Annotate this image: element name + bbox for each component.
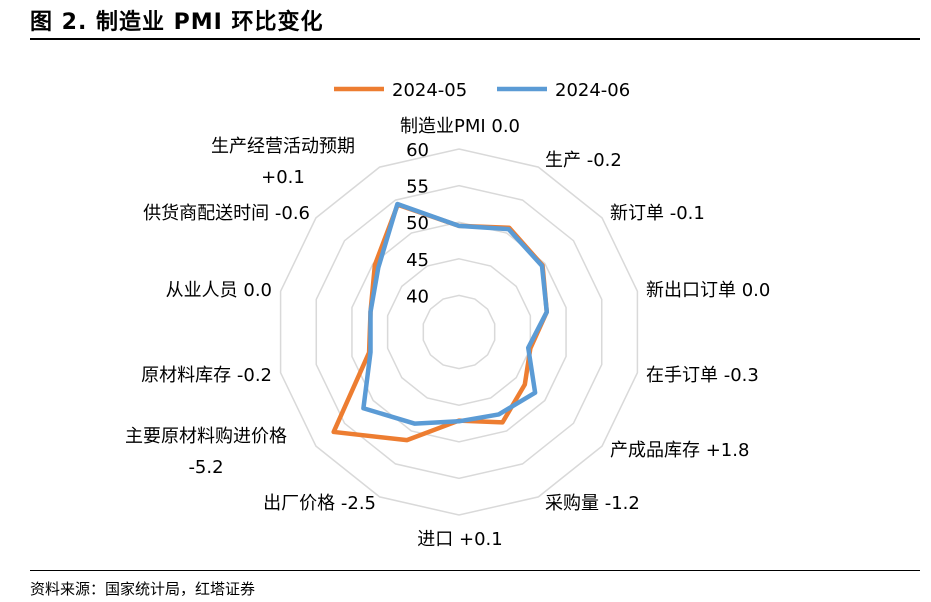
legend-label-2024-05: 2024-05 (392, 80, 467, 101)
tick-label-55: 55 (406, 177, 429, 198)
series-line-2024-06 (361, 201, 550, 426)
grid-ring-40 (422, 294, 496, 370)
top-rule (30, 38, 920, 40)
tick-label-45: 45 (406, 250, 429, 271)
bottom-rule (30, 570, 920, 571)
tick-label-50: 50 (406, 213, 429, 234)
category-label-10: 原材料库存 -0.2 (141, 365, 272, 386)
category-label-5: 产成品库存 +1.8 (610, 440, 749, 461)
category-label-2: 新订单 -0.1 (610, 203, 705, 224)
category-label-6: 采购量 -1.2 (545, 493, 640, 514)
category-label-13: 生产经营活动预期+0.1 (211, 136, 355, 188)
radar-series (331, 201, 550, 443)
grid-ring-45 (386, 258, 532, 406)
radial-tick-labels: 40 45 50 55 60 (406, 140, 429, 307)
tick-label-40: 40 (406, 286, 429, 307)
category-label-11: 从业人员 0.0 (166, 280, 272, 301)
category-label-7: 进口 +0.1 (417, 529, 502, 550)
category-label-12: 供货商配送时间 -0.6 (143, 203, 310, 224)
figure-title: 图 2. 制造业 PMI 环比变化 (30, 10, 324, 35)
category-label-4: 在手订单 -0.3 (646, 365, 759, 386)
category-label-0: 制造业PMI 0.0 (400, 116, 520, 137)
radar-grid (279, 148, 639, 516)
legend: 2024-05 2024-06 (334, 80, 630, 101)
grid-ring-60 (279, 148, 639, 516)
grid-ring-50 (351, 221, 567, 443)
tick-label-60: 60 (406, 140, 429, 161)
grid-ring-55 (315, 184, 603, 480)
category-label-8: 出厂价格 -2.5 (263, 493, 376, 514)
category-label-9: 主要原材料购进价格-5.2 (125, 426, 287, 478)
category-label-1: 生产 -0.2 (545, 150, 622, 171)
category-labels: 制造业PMI 0.0 生产 -0.2 新订单 -0.1 新出口订单 0.0 在手订单 -… (125, 116, 770, 550)
category-label-3: 新出口订单 0.0 (646, 280, 770, 301)
source-note: 资料来源：国家统计局，红塔证券 (30, 580, 256, 598)
legend-label-2024-06: 2024-06 (555, 80, 630, 101)
